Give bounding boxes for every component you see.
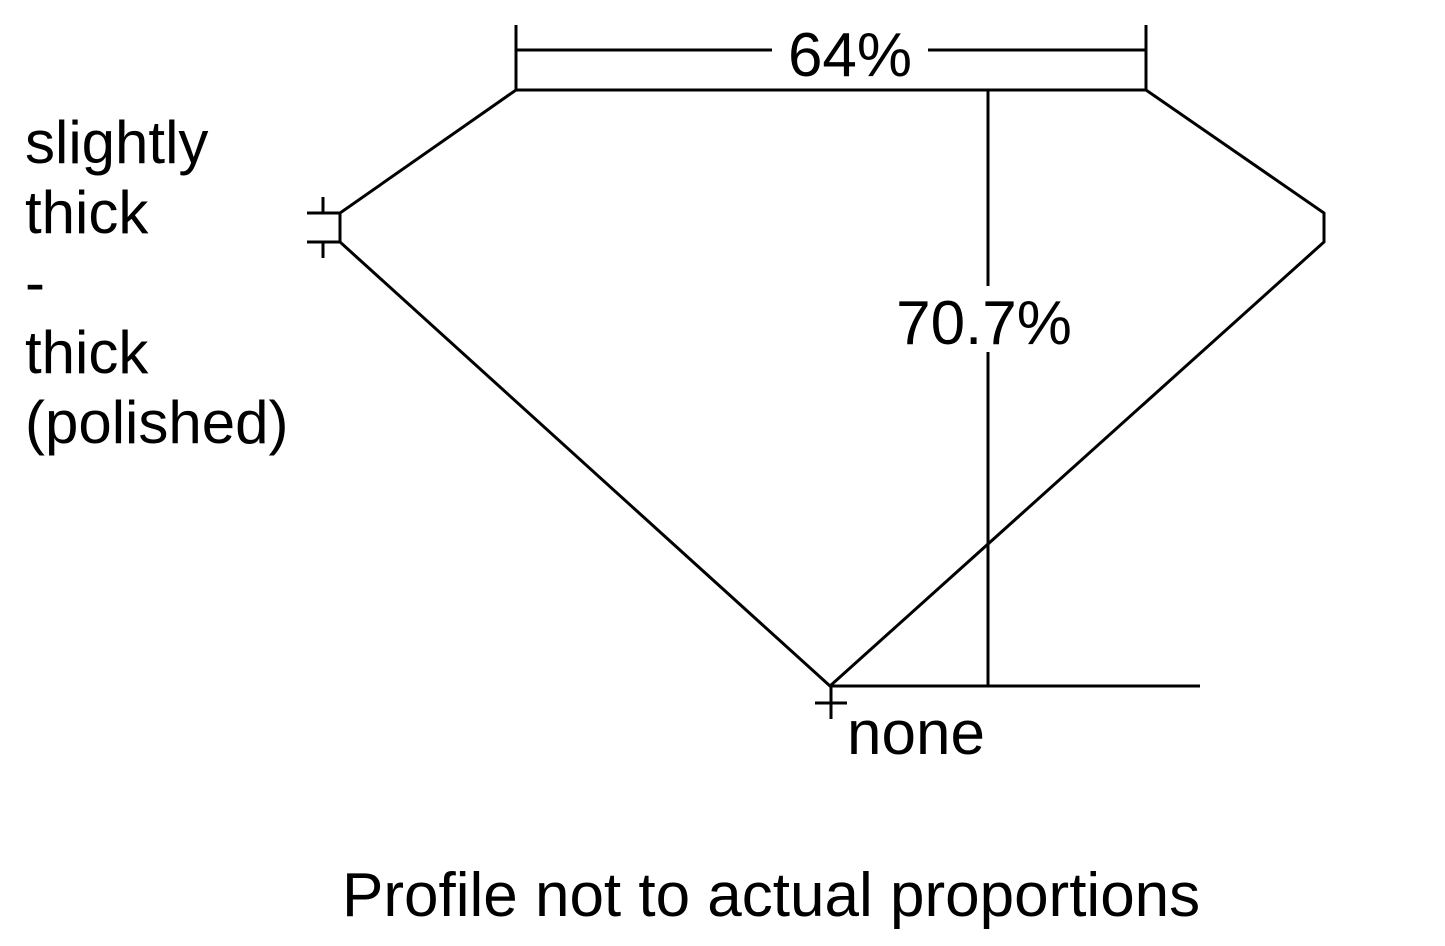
svg-text:slightly: slightly <box>25 109 208 176</box>
footnote: Profile not to actual proportions <box>342 861 1200 930</box>
svg-text:-: - <box>25 249 45 316</box>
gem-outline <box>338 88 1326 689</box>
svg-text:thick: thick <box>25 319 149 386</box>
svg-text:thick: thick <box>25 179 149 246</box>
table-percent-label: 64% <box>788 21 912 90</box>
table-dimension: 64% <box>514 21 1148 90</box>
girdle-marker <box>307 197 340 258</box>
culet-label: none <box>847 699 985 768</box>
depth-percent-label: 70.7% <box>896 289 1072 358</box>
svg-text:(polished): (polished) <box>25 389 288 456</box>
depth-dimension: 70.7% <box>830 90 1200 688</box>
culet-marker <box>815 686 847 719</box>
girdle-label: slightly thick - thick (polished) <box>25 109 288 456</box>
